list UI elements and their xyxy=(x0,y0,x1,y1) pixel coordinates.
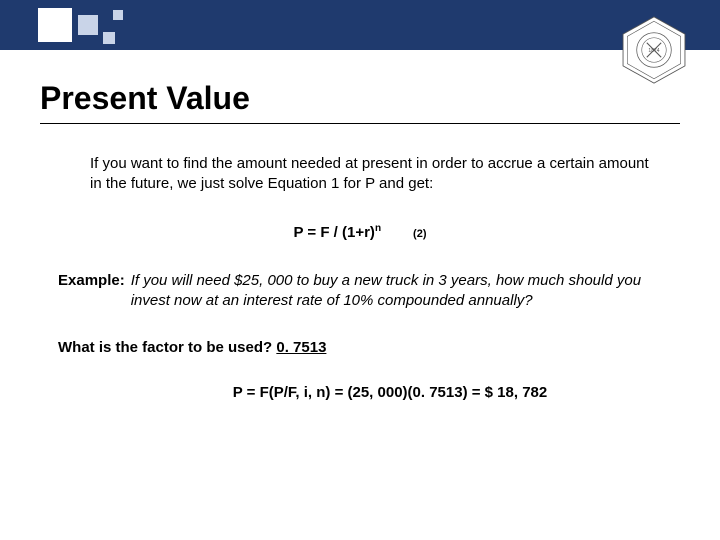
decor-square xyxy=(78,15,98,35)
decor-square xyxy=(103,32,115,44)
example-amount: $25, 000 xyxy=(234,272,292,289)
formula-prefix: P = F / (1+r) xyxy=(294,224,375,241)
final-computation: P = F(P/F, i, n) = (25, 000)(0. 7513) = … xyxy=(100,384,680,401)
decor-square-large xyxy=(38,8,72,42)
equation-number: (2) xyxy=(413,228,426,240)
factor-question: What is the factor to be used? 0. 7513 xyxy=(58,339,680,356)
example-pre: If you will need xyxy=(131,272,234,289)
header-bar xyxy=(0,0,720,50)
page-title: Present Value xyxy=(40,80,680,124)
formula-expression: P = F / (1+r)n xyxy=(294,223,382,241)
example-block: Example: If you will need $25, 000 to bu… xyxy=(58,271,670,312)
example-years: in 3 years xyxy=(423,272,488,289)
example-body: If you will need $25, 000 to buy a new t… xyxy=(131,271,670,312)
svg-text:1874: 1874 xyxy=(648,48,659,54)
decor-square xyxy=(113,10,123,20)
factor-question-text: What is the factor to be used? xyxy=(58,339,276,356)
formula-exponent: n xyxy=(375,223,381,234)
formula-row: P = F / (1+r)n (2) xyxy=(40,223,680,241)
example-label: Example: xyxy=(58,271,131,312)
example-mid: to buy a new truck xyxy=(292,272,422,289)
intro-text: If you want to find the amount needed at… xyxy=(90,154,660,195)
school-seal-icon: 1874 xyxy=(618,14,690,86)
slide-content: Present Value If you want to find the am… xyxy=(0,50,720,401)
factor-answer: 0. 7513 xyxy=(276,339,326,356)
